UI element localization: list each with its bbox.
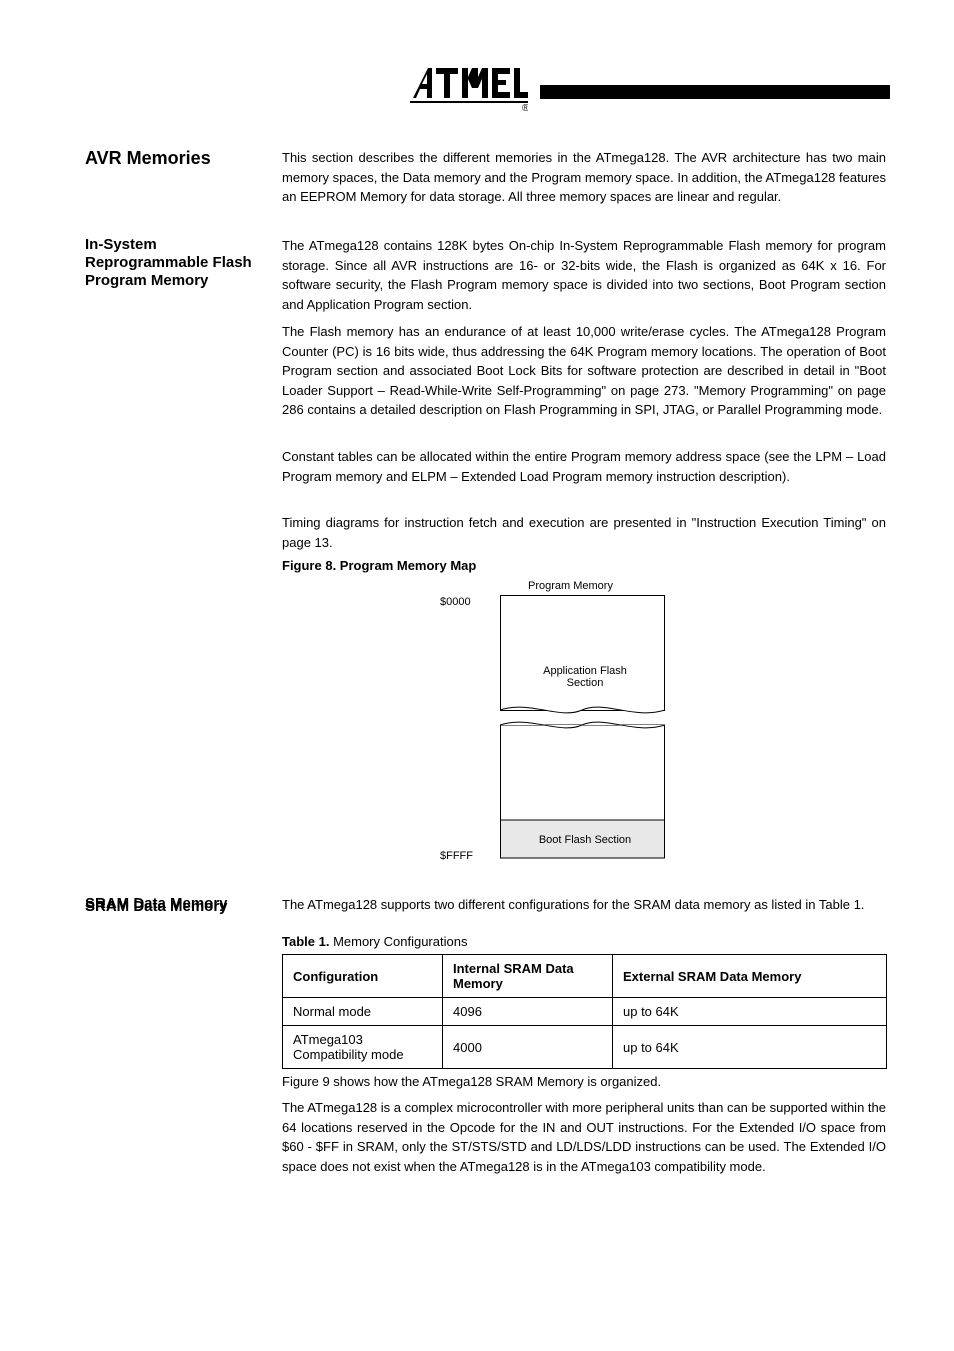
section-heading-memories: AVR Memories (85, 148, 211, 169)
cell: up to 64K (613, 998, 887, 1026)
fig-addr-top: $0000 (440, 596, 471, 608)
sram-para2: Figure 9 shows how the ATmega128 SRAM Me… (282, 1072, 886, 1092)
flash-para-2c: contains a detailed description on Flash… (304, 402, 883, 417)
header-rule (540, 85, 890, 99)
flash-para-2b: . (686, 383, 694, 398)
table-row: Normal mode 4096 up to 64K (283, 998, 887, 1026)
fig-label-top: Program Memory (528, 580, 613, 592)
memory-config-table: Configuration Internal SRAM Data Memory … (282, 954, 887, 1069)
flash-box-svg (500, 595, 665, 860)
sram-para1: The ATmega128 supports two different con… (282, 895, 886, 915)
cell: 4000 (443, 1026, 613, 1069)
cell: 4096 (443, 998, 613, 1026)
flash-para-3: Constant tables can be allocated within … (282, 447, 886, 486)
flash-para-1: The ATmega128 contains 128K bytes On-chi… (282, 236, 886, 314)
flash-para-4: Timing diagrams for instruction fetch an… (282, 513, 886, 552)
subheading-flash-l1: In-System (85, 236, 157, 253)
fig-addr-bottom: $FFFF (440, 850, 473, 862)
th-config: Configuration (283, 955, 443, 998)
cell: Normal mode (283, 998, 443, 1026)
table-row: ATmega103 Compatibility mode 4000 up to … (283, 1026, 887, 1069)
sram-para3: The ATmega128 is a complex microcontroll… (282, 1098, 886, 1176)
th-external: External SRAM Data Memory (613, 955, 887, 998)
cell: ATmega103 Compatibility mode (283, 1026, 443, 1069)
intro-paragraph: This section describes the different mem… (282, 148, 886, 207)
figure-caption: Figure 8. Program Memory Map (282, 558, 476, 573)
cell: up to 64K (613, 1026, 887, 1069)
figure-program-memory-map: Program Memory $0000 Application Flash S… (440, 580, 700, 870)
table-header-row: Configuration Internal SRAM Data Memory … (283, 955, 887, 998)
table-caption-text: Memory Configurations (329, 934, 467, 949)
th-internal: Internal SRAM Data Memory (443, 955, 613, 998)
table-caption: Table 1. Memory Configurations (282, 934, 467, 949)
fig-app-label: Application Flash Section (530, 665, 640, 689)
svg-text:®: ® (522, 103, 528, 113)
fig-boot-label: Boot Flash Section (530, 834, 640, 846)
atmel-logo: ® (410, 65, 528, 118)
flash-para-2: The Flash memory has an endurance of at … (282, 322, 886, 420)
subheading-flash-l3: Program Memory (85, 272, 208, 289)
table-caption-num: Table 1. (282, 934, 329, 949)
subheading-flash-l2: Reprogrammable Flash (85, 254, 252, 271)
subheading-sram-2: SRAM Data Memory (85, 895, 228, 912)
flash-para-2a: The Flash memory has an endurance of at … (282, 324, 886, 378)
